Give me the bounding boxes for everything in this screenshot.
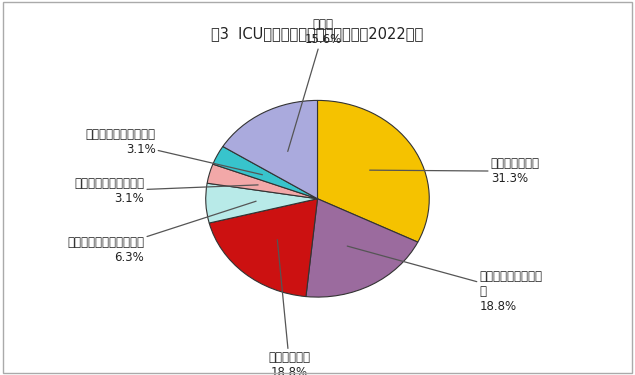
Wedge shape (318, 100, 429, 242)
Wedge shape (207, 164, 318, 199)
Wedge shape (306, 199, 418, 297)
Text: 図3  ICU緊急入室患者疾患の内訳（2022年）: 図3 ICU緊急入室患者疾患の内訳（2022年） (211, 26, 424, 41)
Text: 急性冠症候群
18.8%: 急性冠症候群 18.8% (269, 240, 311, 375)
Text: その他
15.6%: その他 15.6% (288, 18, 342, 152)
Text: 急性僧帽弁閉鎖不全症
3.1%: 急性僧帽弁閉鎖不全症 3.1% (74, 177, 258, 205)
Wedge shape (206, 183, 318, 223)
Wedge shape (213, 147, 318, 199)
Wedge shape (223, 100, 318, 199)
Text: 急性肺動脈血栓塞栓症
3.1%: 急性肺動脈血栓塞栓症 3.1% (86, 128, 262, 175)
Text: 急性大動脈解離
31.3%: 急性大動脈解離 31.3% (370, 157, 540, 185)
Text: 急性末梢動脈塞栓症など
6.3%: 急性末梢動脈塞栓症など 6.3% (67, 201, 256, 264)
Text: 大動脈瘤切迫破裂な
ど
18.8%: 大動脈瘤切迫破裂な ど 18.8% (347, 246, 542, 312)
Wedge shape (209, 199, 318, 297)
